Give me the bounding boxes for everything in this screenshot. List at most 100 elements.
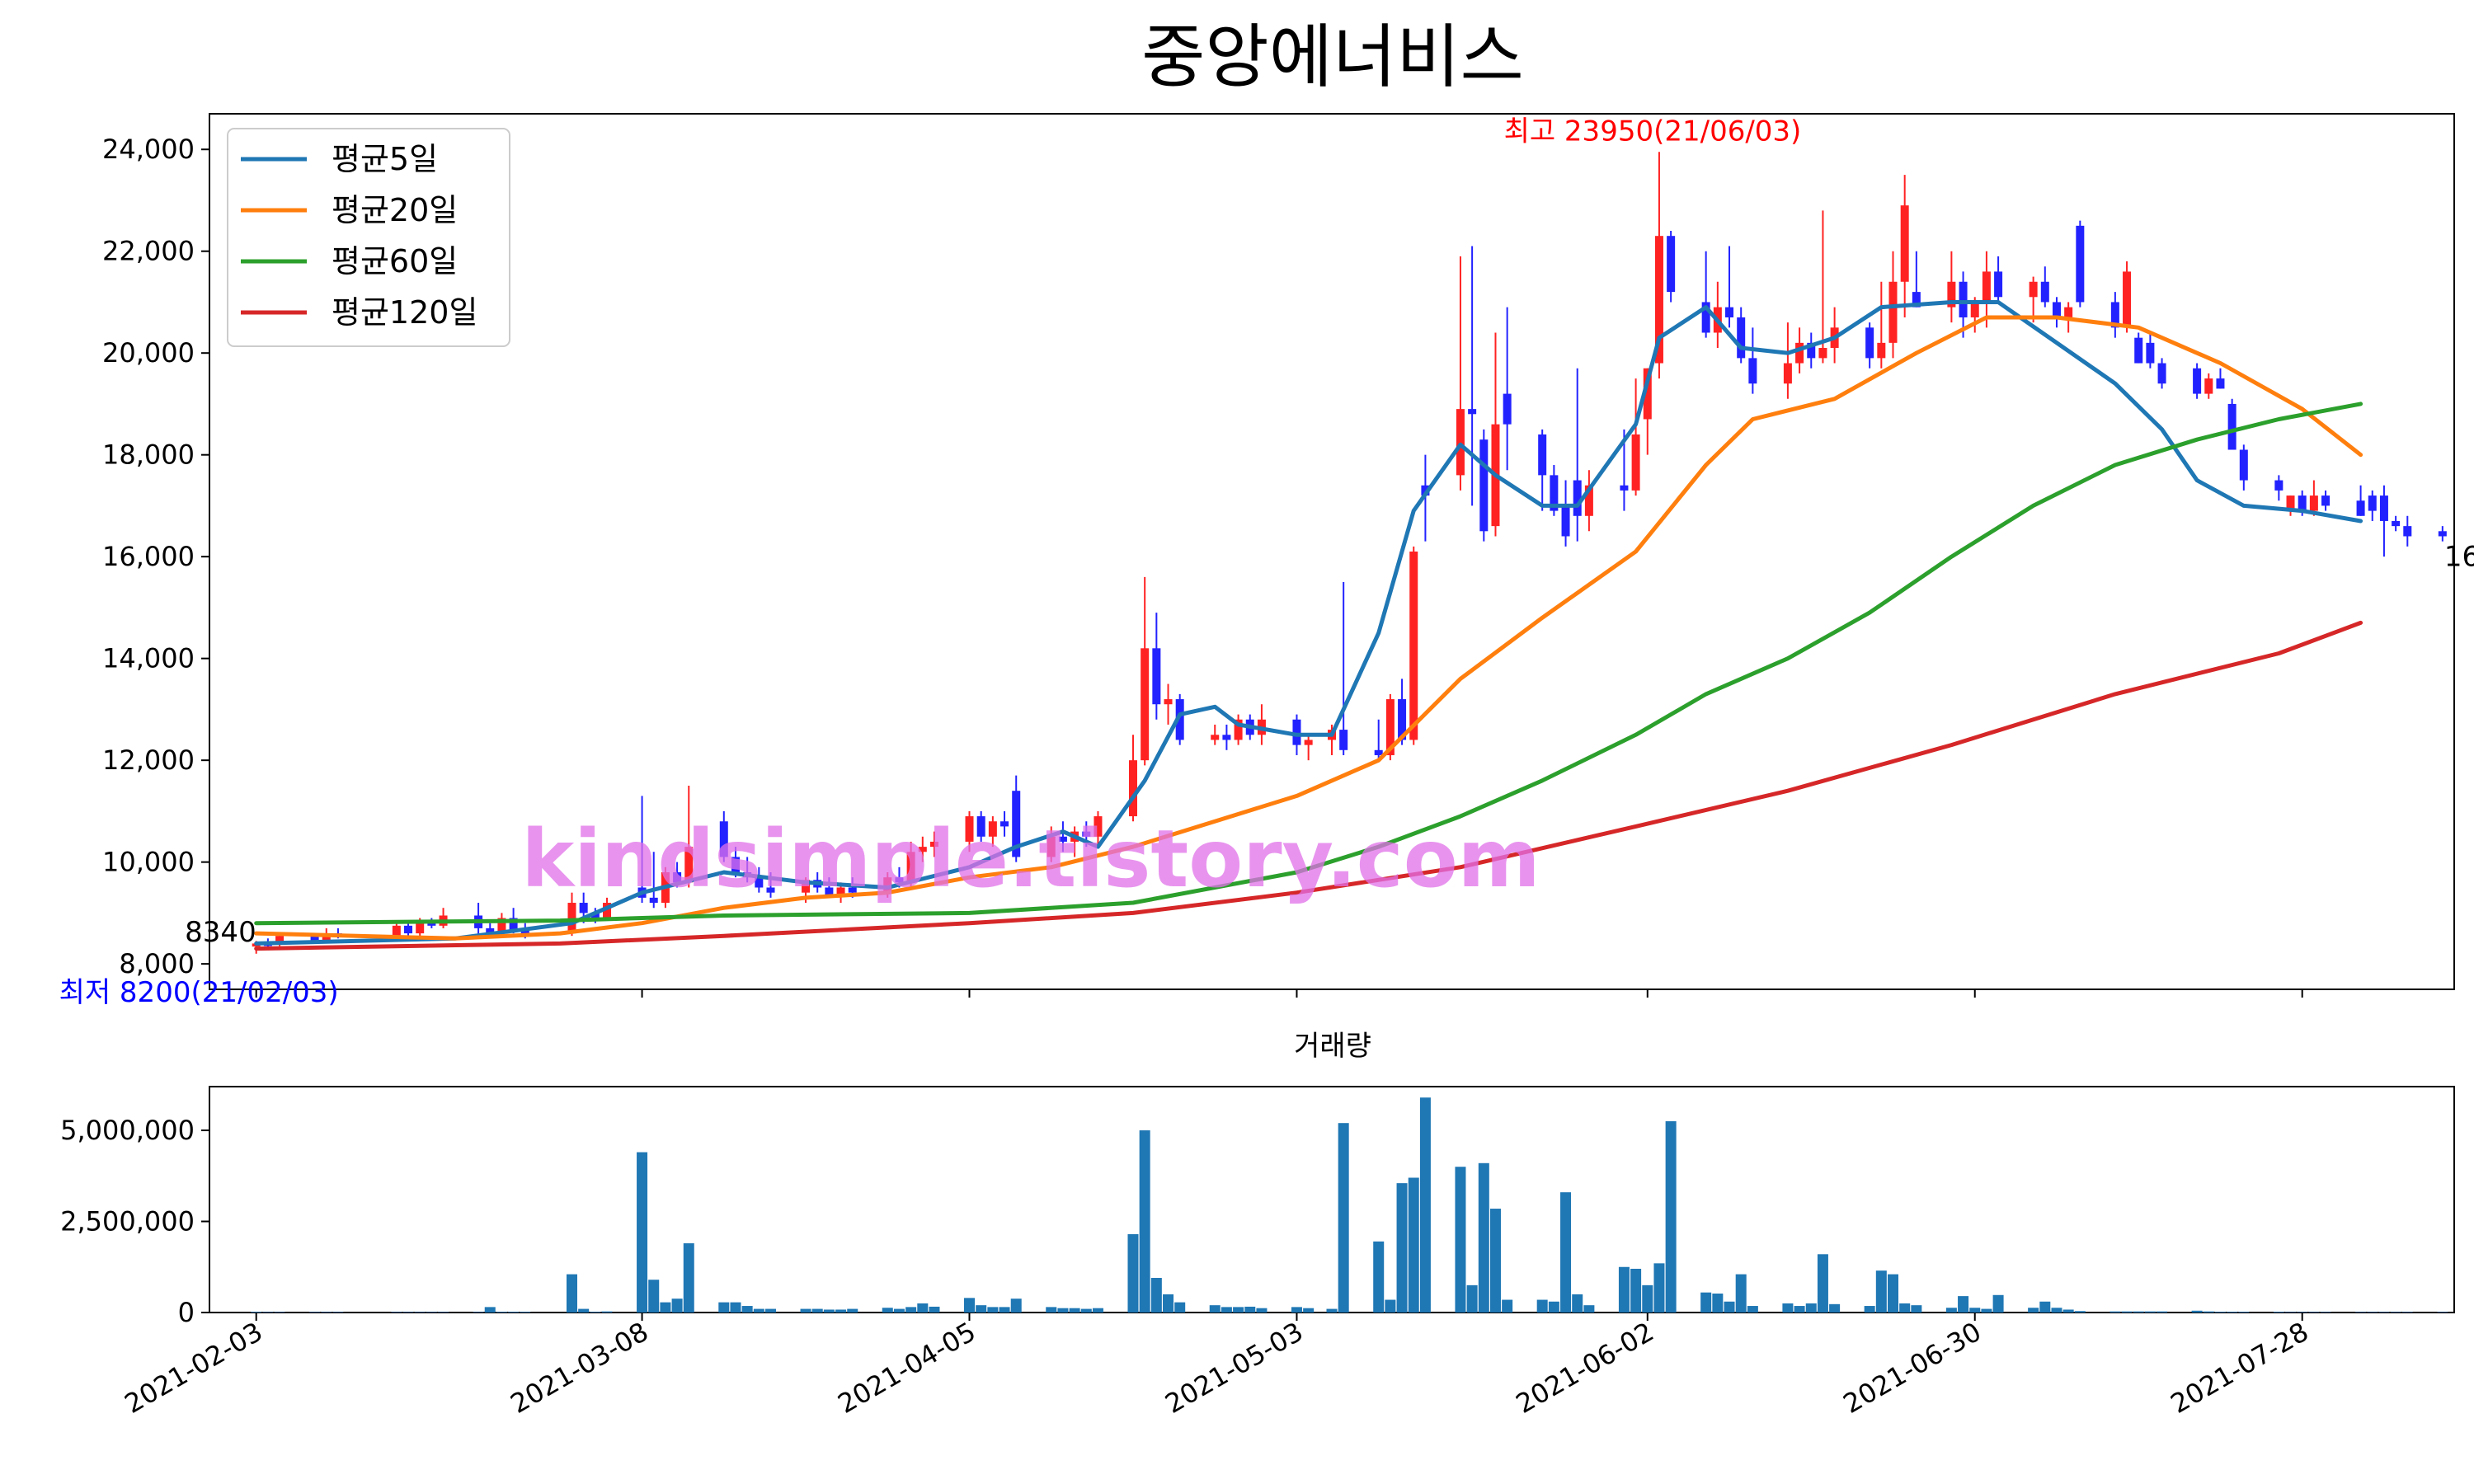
- volume-bar: [1945, 1308, 1957, 1313]
- series-line-1: [254, 300, 2363, 946]
- volume-bar: [2062, 1309, 2074, 1313]
- volume-bar: [1244, 1306, 1256, 1313]
- candle-body: [486, 928, 495, 934]
- candle-body: [392, 925, 401, 937]
- candle-body: [1982, 271, 1991, 303]
- candle-body: [1912, 292, 1921, 308]
- candle-body: [2274, 480, 2284, 491]
- volume-chart-title: 거래량: [1294, 1030, 1371, 1063]
- candle-body: [2134, 337, 2143, 364]
- volume-bar: [2144, 1311, 2156, 1313]
- candle-body: [567, 903, 576, 934]
- volume-bar: [2401, 1312, 2413, 1313]
- candle-body: [684, 847, 694, 883]
- volume-bar: [1805, 1303, 1817, 1313]
- volume-bar: [1548, 1301, 1559, 1313]
- volume-bar: [438, 1312, 449, 1313]
- volume-bar: [1303, 1308, 1315, 1313]
- volume-bar: [566, 1274, 577, 1313]
- legend-label: 평균60일: [332, 243, 458, 279]
- candle-body: [1888, 281, 1898, 343]
- volume-bar: [1665, 1120, 1677, 1313]
- price-y-tick-label: 10,000: [102, 847, 195, 878]
- volume-bar: [1794, 1306, 1805, 1313]
- volume-bar: [2121, 1311, 2133, 1313]
- candle-body: [1047, 836, 1056, 857]
- candle-body: [755, 877, 764, 888]
- candle-body: [1748, 358, 1757, 384]
- volume-bar: [2157, 1311, 2168, 1313]
- volume-bar: [1747, 1306, 1758, 1313]
- volume-bar: [1209, 1305, 1221, 1313]
- volume-bar: [671, 1298, 683, 1313]
- candle-body: [719, 821, 728, 857]
- volume-bar: [1888, 1274, 1898, 1313]
- volume-bar: [1560, 1192, 1572, 1313]
- candle-body: [1947, 281, 1956, 308]
- price-y-tick-label: 18,000: [102, 439, 195, 471]
- volume-bar: [391, 1312, 402, 1313]
- volume-bar: [1233, 1307, 1244, 1313]
- candle-body: [965, 816, 974, 842]
- candle-body: [416, 920, 425, 934]
- candle-body: [275, 936, 285, 945]
- candle-body: [2321, 495, 2331, 506]
- candle-body: [1877, 342, 1886, 359]
- candle-body: [895, 877, 904, 883]
- volume-bar: [1864, 1306, 1875, 1313]
- candle-body: [2379, 495, 2388, 521]
- candle-body: [1456, 409, 1465, 476]
- volume-bar: [987, 1307, 999, 1313]
- candle-body: [848, 887, 857, 893]
- candle-body: [1479, 439, 1489, 532]
- candle-body: [918, 847, 927, 852]
- volume-bar: [1875, 1270, 1887, 1313]
- candle-body: [1374, 749, 1383, 755]
- candle-body: [2403, 526, 2412, 537]
- annotation-last-close: 16400: [2444, 540, 2474, 573]
- volume-bar: [332, 1312, 344, 1313]
- volume-bar: [520, 1312, 531, 1313]
- candle-body: [1409, 552, 1418, 740]
- volume-bar: [893, 1308, 905, 1313]
- candle-body: [1970, 302, 1979, 317]
- volume-bar: [473, 1312, 484, 1313]
- volume-bar: [1338, 1123, 1349, 1313]
- candle-body: [1339, 730, 1348, 750]
- annotation-first-close: 8340: [185, 916, 256, 949]
- volume-bar: [1478, 1162, 1489, 1313]
- candle-body: [1128, 760, 1137, 817]
- volume-bar: [1139, 1130, 1150, 1313]
- price-y-tick-label: 8,000: [119, 948, 195, 979]
- candle-body: [1152, 648, 1161, 705]
- volume-bar: [1899, 1303, 1911, 1313]
- volume-bar: [2390, 1312, 2401, 1313]
- candle-body: [2193, 368, 2202, 394]
- candle-body: [1737, 317, 1746, 359]
- candle-body: [579, 903, 588, 913]
- price-y-tick-label: 16,000: [102, 541, 195, 572]
- volume-bar: [1057, 1308, 1069, 1313]
- legend-label: 평균5일: [332, 141, 438, 177]
- volume-bar: [847, 1308, 858, 1313]
- candle-body: [2438, 531, 2447, 537]
- price-y-tick-label: 22,000: [102, 236, 195, 267]
- candle-body: [1959, 281, 1968, 317]
- candle-body: [1503, 393, 1512, 425]
- candle-body: [1000, 821, 1009, 827]
- volume-y-tick-label: 2,500,000: [60, 1206, 195, 1237]
- candle-body: [1573, 480, 1582, 516]
- volume-bar: [309, 1312, 321, 1313]
- candle-body: [988, 821, 997, 837]
- volume-bar: [2320, 1312, 2331, 1313]
- candle-body: [1211, 735, 1220, 740]
- volume-bar: [976, 1305, 987, 1313]
- volume-bar: [1653, 1263, 1665, 1313]
- candle-body: [836, 887, 845, 895]
- volume-bar: [1981, 1308, 1992, 1313]
- volume-bar: [590, 1312, 601, 1313]
- candle-body: [766, 887, 775, 893]
- candle-body: [1292, 719, 1301, 745]
